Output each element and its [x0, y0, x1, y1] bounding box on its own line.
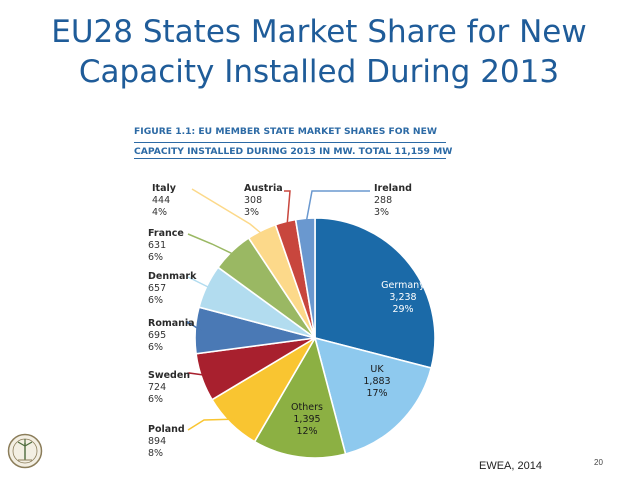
slice-name: Sweden — [148, 370, 191, 381]
leader-line-poland — [187, 418, 235, 431]
slice-value: 3,238 — [389, 292, 417, 303]
slide-title: EU28 States Market Share for New Capacit… — [0, 12, 638, 92]
slice-name: Germany — [381, 280, 425, 291]
slice-label-romania: Romania 695 6% — [148, 318, 195, 354]
slice-label-others: Others 1,395 12% — [282, 402, 332, 438]
leader-line-france — [187, 233, 237, 257]
source-citation: EWEA, 2014 — [479, 460, 542, 472]
caption-divider — [134, 158, 446, 159]
pie-slice-others — [253, 335, 347, 459]
pie-slice-uk — [313, 336, 433, 456]
slide-title-line-2: Capacity Installed During 2013 — [78, 54, 560, 90]
slice-percent: 17% — [366, 388, 388, 399]
figure-caption-line-2: CAPACITY INSTALLED DURING 2013 IN MW. TO… — [134, 146, 453, 157]
leader-line-austria — [284, 190, 291, 228]
slice-label-austria: Austria 308 3% — [244, 183, 283, 219]
slice-name: Ireland — [374, 183, 412, 194]
slice-percent: 6% — [148, 342, 164, 353]
slice-percent: 8% — [148, 448, 164, 459]
slice-value: 444 — [152, 195, 171, 206]
slice-name: France — [148, 228, 184, 239]
slice-name: Denmark — [148, 271, 197, 282]
slice-label-sweden: Sweden 724 6% — [148, 370, 190, 406]
slice-value: 1,395 — [293, 414, 321, 425]
slice-label-france: France 631 6% — [148, 228, 184, 264]
leader-line-romania — [187, 320, 202, 332]
slice-value: 695 — [148, 330, 167, 341]
slice-label-ireland: Ireland 288 3% — [374, 183, 412, 219]
leader-line-ireland — [305, 190, 370, 225]
leader-line-sweden — [187, 372, 208, 377]
slice-percent: 6% — [148, 295, 164, 306]
pie-slice-ireland — [294, 217, 316, 339]
slice-value: 657 — [148, 283, 167, 294]
leader-line-italy — [191, 188, 265, 237]
slice-value: 308 — [244, 195, 263, 206]
slice-label-poland: Poland 894 8% — [148, 424, 185, 460]
slice-value: 288 — [374, 195, 393, 206]
slice-label-italy: Italy 444 4% — [152, 183, 176, 219]
figure-caption-line-1: FIGURE 1.1: EU MEMBER STATE MARKET SHARE… — [134, 126, 437, 137]
slice-name: Romania — [148, 318, 195, 329]
figure-caption: FIGURE 1.1: EU MEMBER STATE MARKET SHARE… — [134, 122, 454, 162]
slice-percent: 4% — [152, 207, 168, 218]
slice-label-denmark: Denmark 657 6% — [148, 271, 196, 307]
slice-percent: 3% — [374, 207, 390, 218]
slice-name: Others — [291, 402, 323, 413]
slice-percent: 12% — [296, 426, 318, 437]
slide-title-line-1: EU28 States Market Share for New — [51, 14, 587, 50]
logo — [7, 433, 43, 469]
slice-percent: 29% — [392, 304, 414, 315]
page-number: 20 — [594, 458, 603, 467]
slice-name: Poland — [148, 424, 185, 435]
slice-value: 894 — [148, 436, 167, 447]
caption-divider — [134, 142, 446, 143]
slice-value: 631 — [148, 240, 167, 251]
slice-label-uk: UK 1,883 17% — [352, 364, 402, 400]
pie-slice-germany — [314, 217, 436, 369]
slice-name: Austria — [244, 183, 283, 194]
leader-line-denmark — [187, 276, 213, 290]
slice-name: Italy — [152, 183, 176, 194]
slice-value: 1,883 — [363, 376, 391, 387]
slice-percent: 6% — [148, 394, 164, 405]
slice-name: UK — [370, 364, 384, 375]
slice-label-germany: Germany 3,238 29% — [378, 280, 428, 316]
slice-value: 724 — [148, 382, 167, 393]
slice-percent: 3% — [244, 207, 260, 218]
slice-percent: 6% — [148, 252, 164, 263]
